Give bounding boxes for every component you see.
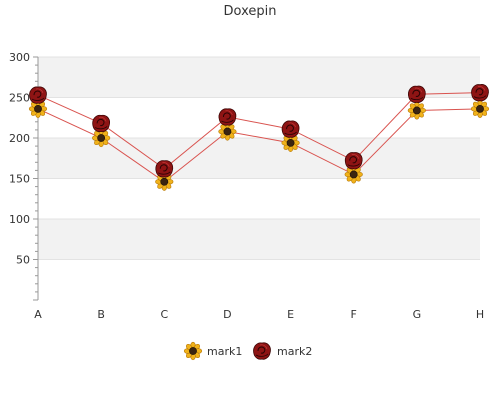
x-tick-label: D — [223, 308, 231, 321]
data-point-mark2 — [92, 114, 111, 133]
data-point-mark1 — [407, 101, 426, 120]
data-point-mark2 — [407, 85, 426, 104]
x-tick-label: B — [97, 308, 105, 321]
x-tick-label: A — [34, 308, 42, 321]
grid-band — [38, 219, 480, 260]
y-tick-label: 50 — [16, 254, 30, 267]
x-tick-label: E — [287, 308, 294, 321]
x-tick-label: H — [476, 308, 484, 321]
legend-label-mark2: mark2 — [277, 345, 312, 358]
data-point-mark1 — [470, 99, 490, 118]
y-axis: 50 100 150 200 250 300 — [9, 51, 39, 301]
y-tick-label: 200 — [9, 132, 30, 145]
x-tick-label: C — [160, 308, 168, 321]
x-tick-label: F — [351, 308, 357, 321]
series-lines — [37, 92, 481, 183]
legend: mark1 mark2 — [183, 341, 312, 361]
y-tick-label: 100 — [9, 213, 30, 226]
data-point-mark2 — [29, 86, 47, 104]
y-tick-label: 250 — [9, 92, 30, 105]
data-point-mark2 — [155, 160, 174, 178]
y-tick-label: 150 — [9, 173, 30, 186]
x-axis: A B C D E F G H — [34, 308, 484, 321]
series-line-mark2 — [37, 92, 481, 170]
y-tick-label: 300 — [9, 51, 30, 64]
series-line-mark1 — [37, 108, 481, 183]
gridlines — [38, 56, 480, 260]
chart-title: Doxepin — [224, 4, 277, 19]
data-point-mark2 — [471, 83, 489, 102]
data-point-mark2 — [281, 120, 300, 138]
rose-icon — [253, 342, 271, 360]
x-tick-label: G — [413, 308, 422, 321]
data-point-mark2 — [218, 108, 237, 126]
sunflower-icon — [183, 341, 203, 361]
data-point-mark2 — [344, 152, 363, 170]
legend-label-mark1: mark1 — [207, 345, 242, 358]
grid-band — [38, 57, 480, 98]
